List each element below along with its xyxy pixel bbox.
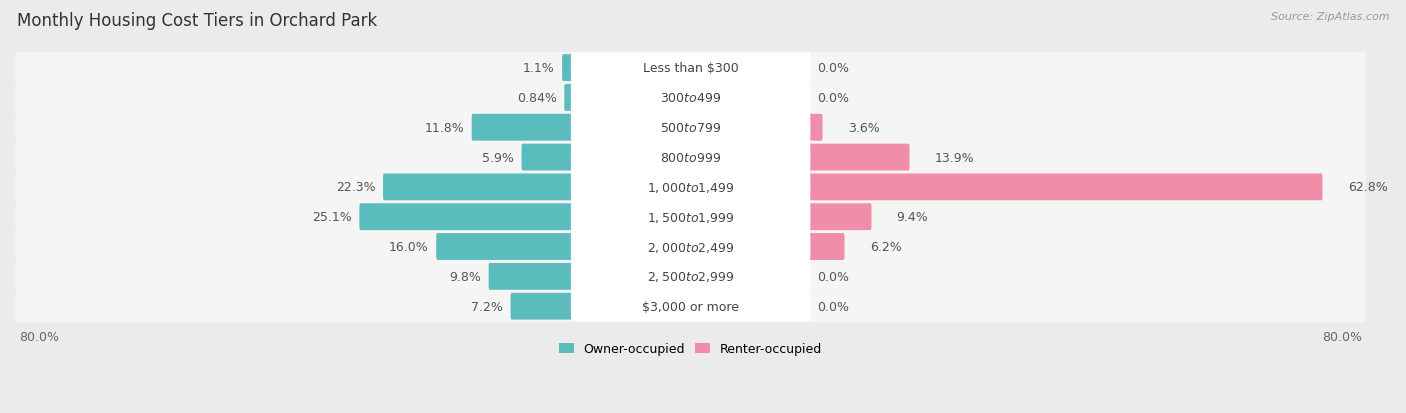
- Text: 11.8%: 11.8%: [425, 121, 464, 134]
- FancyBboxPatch shape: [15, 201, 1365, 233]
- FancyBboxPatch shape: [510, 293, 591, 320]
- FancyBboxPatch shape: [360, 204, 591, 230]
- FancyBboxPatch shape: [15, 261, 1365, 293]
- FancyBboxPatch shape: [489, 263, 591, 290]
- FancyBboxPatch shape: [571, 232, 810, 262]
- Text: 16.0%: 16.0%: [389, 240, 429, 254]
- Text: 0.0%: 0.0%: [817, 92, 849, 104]
- Text: 9.8%: 9.8%: [450, 270, 481, 283]
- Text: $300 to $499: $300 to $499: [659, 92, 721, 104]
- Text: 0.84%: 0.84%: [517, 92, 557, 104]
- Text: $800 to $999: $800 to $999: [659, 151, 721, 164]
- FancyBboxPatch shape: [790, 174, 1323, 201]
- Text: Monthly Housing Cost Tiers in Orchard Park: Monthly Housing Cost Tiers in Orchard Pa…: [17, 12, 377, 30]
- Text: 0.0%: 0.0%: [817, 300, 849, 313]
- Text: 5.9%: 5.9%: [482, 151, 515, 164]
- Text: $1,500 to $1,999: $1,500 to $1,999: [647, 210, 734, 224]
- Text: 0.0%: 0.0%: [817, 62, 849, 75]
- FancyBboxPatch shape: [15, 231, 1365, 263]
- Text: 7.2%: 7.2%: [471, 300, 503, 313]
- FancyBboxPatch shape: [15, 52, 1365, 85]
- FancyBboxPatch shape: [15, 82, 1365, 114]
- FancyBboxPatch shape: [15, 142, 1365, 174]
- FancyBboxPatch shape: [436, 233, 591, 260]
- FancyBboxPatch shape: [571, 291, 810, 322]
- FancyBboxPatch shape: [15, 290, 1365, 323]
- FancyBboxPatch shape: [472, 114, 591, 141]
- Text: 6.2%: 6.2%: [870, 240, 901, 254]
- FancyBboxPatch shape: [522, 144, 591, 171]
- Text: Source: ZipAtlas.com: Source: ZipAtlas.com: [1271, 12, 1389, 22]
- FancyBboxPatch shape: [15, 171, 1365, 204]
- Text: 3.6%: 3.6%: [848, 121, 879, 134]
- FancyBboxPatch shape: [15, 112, 1365, 144]
- FancyBboxPatch shape: [571, 172, 810, 203]
- FancyBboxPatch shape: [571, 261, 810, 292]
- FancyBboxPatch shape: [790, 204, 872, 230]
- FancyBboxPatch shape: [564, 85, 591, 112]
- FancyBboxPatch shape: [571, 202, 810, 233]
- Text: 80.0%: 80.0%: [1322, 330, 1362, 343]
- Text: Less than $300: Less than $300: [643, 62, 738, 75]
- FancyBboxPatch shape: [790, 114, 823, 141]
- Text: 22.3%: 22.3%: [336, 181, 375, 194]
- Text: 13.9%: 13.9%: [935, 151, 974, 164]
- Legend: Owner-occupied, Renter-occupied: Owner-occupied, Renter-occupied: [554, 338, 828, 361]
- Text: 25.1%: 25.1%: [312, 211, 352, 224]
- Text: $500 to $799: $500 to $799: [659, 121, 721, 134]
- Text: $2,500 to $2,999: $2,500 to $2,999: [647, 270, 734, 284]
- Text: 9.4%: 9.4%: [897, 211, 928, 224]
- FancyBboxPatch shape: [571, 53, 810, 83]
- FancyBboxPatch shape: [571, 142, 810, 173]
- Text: $1,000 to $1,499: $1,000 to $1,499: [647, 180, 734, 195]
- FancyBboxPatch shape: [571, 83, 810, 113]
- Text: 80.0%: 80.0%: [20, 330, 59, 343]
- Text: 1.1%: 1.1%: [523, 62, 554, 75]
- Text: $3,000 or more: $3,000 or more: [643, 300, 740, 313]
- FancyBboxPatch shape: [790, 233, 845, 260]
- FancyBboxPatch shape: [790, 144, 910, 171]
- FancyBboxPatch shape: [13, 45, 1369, 330]
- Text: 0.0%: 0.0%: [817, 270, 849, 283]
- FancyBboxPatch shape: [382, 174, 591, 201]
- FancyBboxPatch shape: [571, 113, 810, 143]
- Text: 62.8%: 62.8%: [1348, 181, 1388, 194]
- FancyBboxPatch shape: [562, 55, 591, 82]
- Text: $2,000 to $2,499: $2,000 to $2,499: [647, 240, 734, 254]
